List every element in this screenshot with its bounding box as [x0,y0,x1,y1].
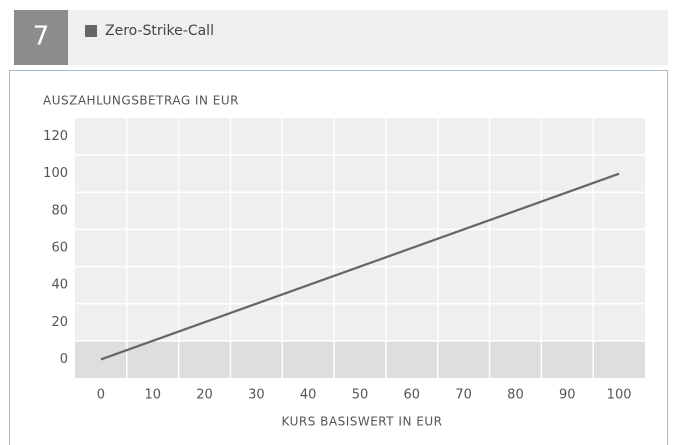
chart-number: 7 [33,22,50,52]
x-tick-label: 60 [404,388,421,403]
y-tick-label: 100 [43,166,68,181]
chart-title: Zero-Strike-Call [105,23,214,39]
y-tick-label: 120 [43,129,68,144]
lower-band [75,340,645,378]
y-tick-label: 60 [51,241,68,256]
x-axis-label: KURS BASISWERT IN EUR [282,415,443,429]
y-axis-label: AUSZAHLUNGSBETRAG IN EUR [43,94,239,108]
x-tick-label: 90 [559,388,576,403]
x-tick-label: 70 [455,388,472,403]
y-tick-label: 0 [60,352,68,367]
line [100,172,620,361]
x-tick-label: 10 [144,388,161,403]
x-tick-label: 80 [507,388,524,403]
y-tick-label: 80 [51,203,68,218]
x-tick-label: 100 [607,388,632,403]
y-tick-label: 40 [51,278,68,293]
y-tick-label: 20 [51,315,68,330]
x-tick-label: 20 [196,388,213,403]
header-bar [68,10,668,65]
legend-swatch [85,25,97,37]
x-tick-label: 0 [97,388,105,403]
x-tick-label: 50 [352,388,369,403]
number-box [14,10,68,65]
x-tick-label: 40 [300,388,317,403]
x-tick-label: 30 [248,388,265,403]
panel [9,70,668,445]
